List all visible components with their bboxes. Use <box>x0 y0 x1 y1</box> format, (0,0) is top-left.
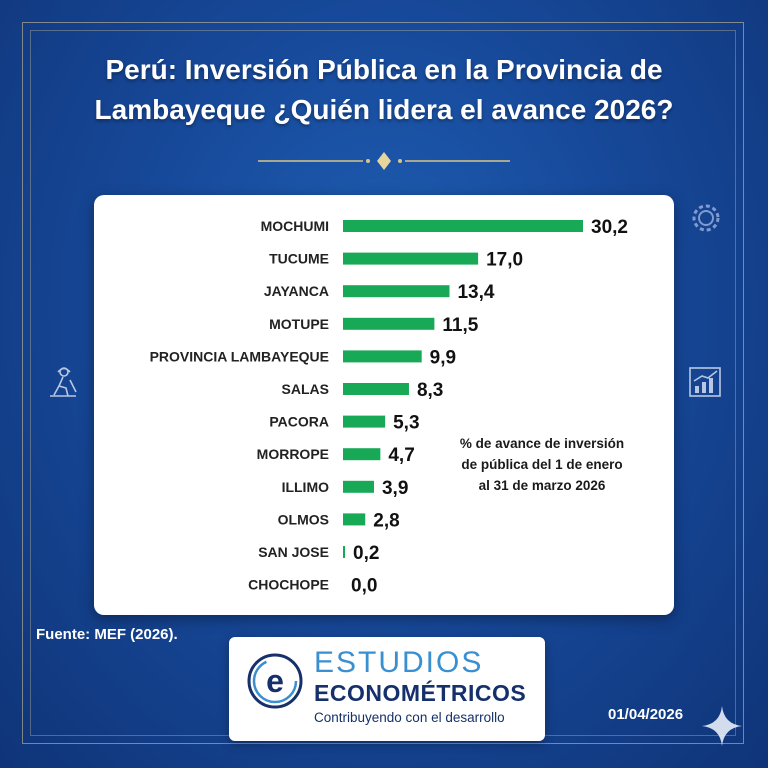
value-label: 17,0 <box>486 250 523 271</box>
category-label: TUCUME <box>269 251 329 267</box>
logo-line1: ESTUDIOS <box>314 646 484 679</box>
worker-icon <box>50 367 77 397</box>
category-label: ILLIMO <box>282 479 330 495</box>
bar <box>343 285 450 298</box>
value-label: 3,9 <box>382 478 408 499</box>
bar <box>343 480 374 493</box>
value-label: 11,5 <box>442 315 478 336</box>
bar <box>343 513 366 526</box>
value-label: 2,8 <box>373 510 399 531</box>
bar <box>343 220 583 232</box>
value-label: 4,7 <box>388 445 414 466</box>
value-label: 8,3 <box>417 380 443 401</box>
bar <box>343 415 386 428</box>
chart-growth-icon <box>689 367 721 397</box>
bar-chart: MOCHUMI 30,2 TUCUME 17,0 JAYANCA 13,4 MOTUPE 11… <box>150 217 628 597</box>
logo-tagline: Contribuyendo con el desarrollo <box>314 710 505 725</box>
category-label: SALAS <box>282 381 329 397</box>
category-label: PACORA <box>269 414 329 430</box>
category-label: JAYANCA <box>264 283 329 299</box>
bar <box>343 350 422 363</box>
value-label: 0,2 <box>353 543 379 564</box>
page-title: Perú: Inversión Pública en la Provincia … <box>94 54 674 125</box>
sparkle-icon <box>702 706 742 746</box>
category-label: OLMOS <box>278 511 329 527</box>
chart-card <box>94 195 674 615</box>
bar <box>343 383 409 395</box>
value-label: 30,2 <box>591 217 628 238</box>
logo-line2: ECONOMÉTRICOS <box>314 680 527 706</box>
value-label: 9,9 <box>430 347 456 368</box>
logo-mark-letter: e <box>266 663 284 699</box>
chart-note: % de avance de inversión de pública del … <box>459 436 625 493</box>
bar <box>343 448 381 461</box>
logo-mark: e <box>247 653 303 709</box>
category-label: MORROPE <box>257 446 329 462</box>
bar <box>343 546 345 558</box>
category-label: MOTUPE <box>269 316 329 332</box>
ornament-divider <box>258 152 510 170</box>
category-label: MOCHUMI <box>261 218 329 234</box>
bar <box>343 317 435 330</box>
bar <box>343 252 479 265</box>
gear-icon <box>692 204 720 232</box>
category-label: PROVINCIA LAMBAYEQUE <box>150 348 329 364</box>
value-label: 13,4 <box>457 282 494 303</box>
value-label: 5,3 <box>393 413 419 434</box>
frame-outer <box>22 22 744 744</box>
value-label: 0,0 <box>351 576 377 597</box>
date-label: 01/04/2026 <box>608 706 684 723</box>
category-label: SAN JOSE <box>258 544 329 560</box>
source-label: Fuente: MEF (2026). <box>36 626 178 643</box>
category-label: CHOCHOPE <box>248 577 329 593</box>
